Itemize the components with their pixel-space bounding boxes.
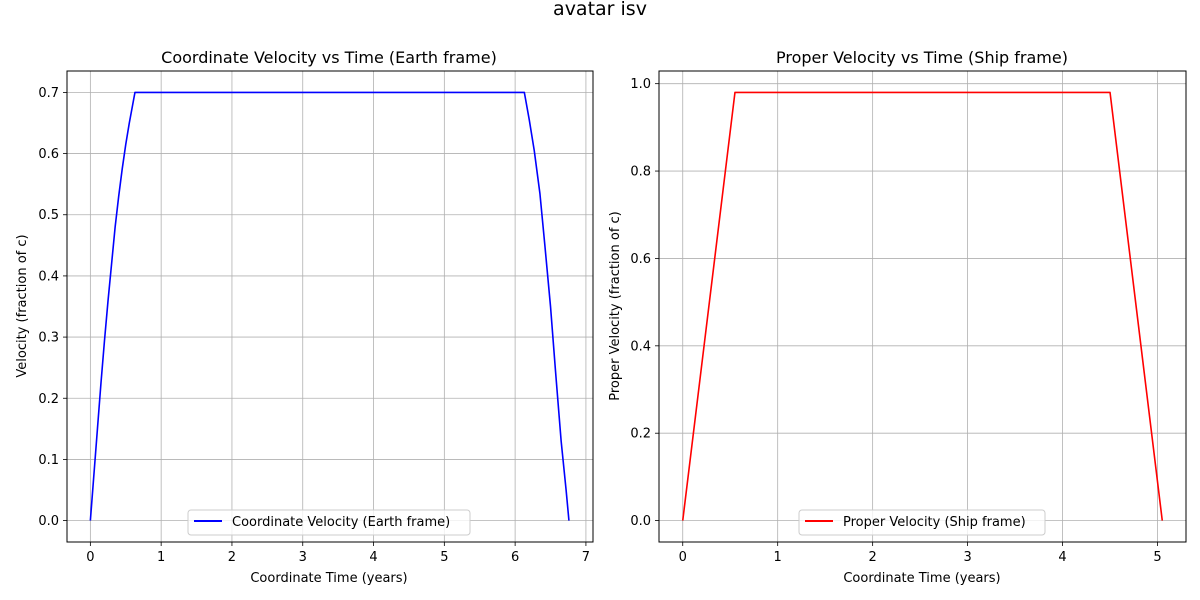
y-tick-label: 0.1 [38, 453, 59, 468]
y-tick-label: 0.2 [38, 392, 59, 407]
figure-suptitle: avatar isv [553, 0, 647, 20]
legend-label: Coordinate Velocity (Earth frame) [232, 515, 450, 530]
chart-title: Coordinate Velocity vs Time (Earth frame… [161, 48, 497, 67]
y-tick-label: 0.6 [38, 147, 59, 162]
x-tick-label: 3 [299, 550, 307, 565]
x-tick-label: 5 [440, 550, 448, 565]
x-tick-label: 4 [1058, 550, 1066, 565]
y-tick-label: 0.0 [38, 514, 59, 529]
x-axis-label: Coordinate Time (years) [250, 571, 407, 586]
grid-lines [659, 71, 1186, 542]
grid-lines [67, 71, 593, 542]
ticks-layer: 0 1 2 3 4 5 6 7 0.0 0.1 0.2 0.3 0.4 0.5 0.6 0.7 [38, 86, 590, 565]
series-line [681, 91, 1164, 521]
y-tick-label: 0.4 [630, 339, 651, 354]
y-tick-label: 1.0 [630, 77, 651, 92]
axes-frame [658, 70, 1187, 543]
x-axis-label: Coordinate Time (years) [843, 571, 1000, 586]
y-tick-label: 0.2 [630, 427, 651, 442]
legend-label: Proper Velocity (Ship frame) [843, 515, 1026, 530]
x-tick-label: 3 [963, 550, 971, 565]
subplot-proper-velocity: Proper Velocity vs Time (Ship frame) 0 1 2… [608, 48, 1187, 586]
series-layer [681, 91, 1164, 521]
legend: Coordinate Velocity (Earth frame) [187, 509, 471, 536]
legend: Proper Velocity (Ship frame) [798, 509, 1046, 536]
legend-box [187, 509, 471, 536]
axes-frame [66, 70, 594, 543]
x-tick-label: 6 [511, 550, 519, 565]
y-tick-label: 0.8 [630, 165, 651, 180]
y-tick-label: 0.3 [38, 331, 59, 346]
subplot-coordinate-velocity: Coordinate Velocity vs Time (Earth frame… [15, 48, 594, 586]
x-tick-label: 4 [369, 550, 377, 565]
series-line [89, 91, 570, 521]
chart-title: Proper Velocity vs Time (Ship frame) [776, 48, 1068, 67]
y-tick-label: 0.4 [38, 269, 59, 284]
x-tick-label: 1 [157, 550, 165, 565]
legend-box [798, 509, 1046, 536]
x-tick-label: 2 [228, 550, 236, 565]
y-tick-label: 0.0 [630, 514, 651, 529]
y-tick-label: 0.6 [630, 252, 651, 267]
series-layer [89, 91, 570, 521]
ticks-layer: 0 1 2 3 4 5 0.0 0.2 0.4 0.6 0.8 1.0 [630, 77, 1161, 565]
x-tick-label: 5 [1153, 550, 1161, 565]
x-tick-label: 0 [679, 550, 687, 565]
y-axis-label: Velocity (fraction of c) [15, 234, 30, 377]
x-tick-label: 1 [774, 550, 782, 565]
x-tick-label: 0 [86, 550, 94, 565]
x-tick-label: 7 [582, 550, 590, 565]
y-tick-label: 0.7 [38, 86, 59, 101]
y-axis-label: Proper Velocity (fraction of c) [608, 211, 623, 401]
y-tick-label: 0.5 [38, 208, 59, 223]
x-tick-label: 2 [869, 550, 877, 565]
